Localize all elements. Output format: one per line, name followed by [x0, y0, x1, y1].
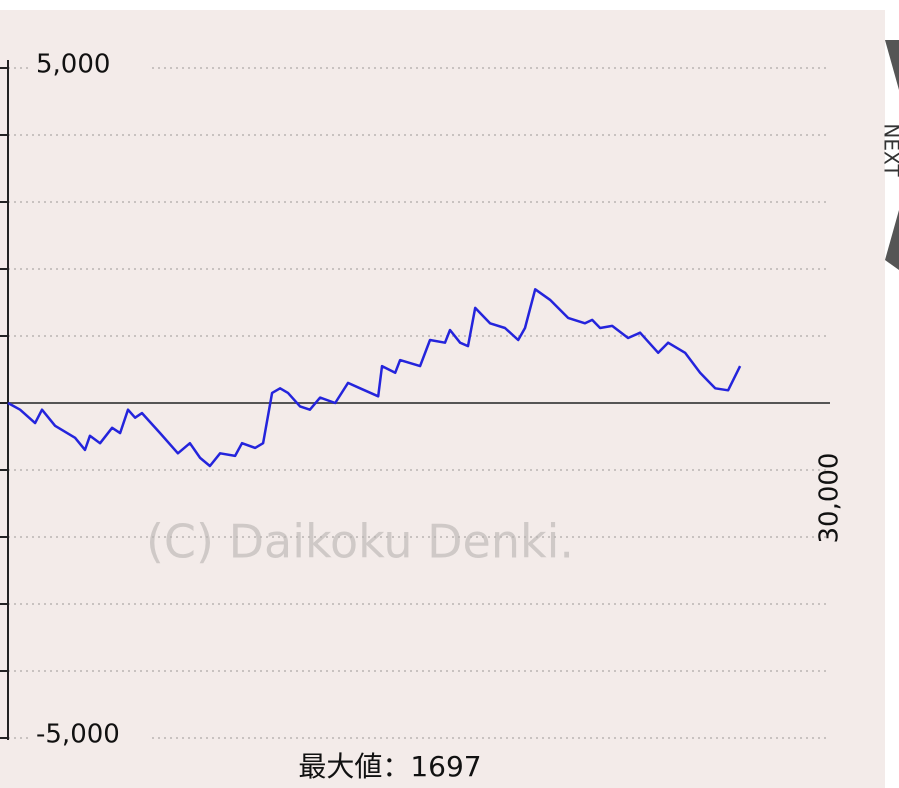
y-tick-label-bg	[32, 722, 152, 754]
next-arrow	[885, 210, 899, 270]
y-tick-label-bg	[32, 52, 152, 84]
plot-panel	[0, 10, 885, 788]
next-arrow	[885, 40, 899, 90]
max-annotation: 最大値：1697	[298, 750, 481, 783]
data-line	[7, 288, 742, 468]
y-tick-label: -5,000	[36, 720, 120, 750]
next-label[interactable]: NEXT	[880, 123, 899, 177]
x-tick-label: 30,000	[815, 453, 845, 544]
watermark: (C) Daikoku Denki.	[146, 515, 574, 569]
next-button[interactable]: NEXT	[880, 40, 899, 270]
y-tick-label: 5,000	[36, 50, 110, 80]
